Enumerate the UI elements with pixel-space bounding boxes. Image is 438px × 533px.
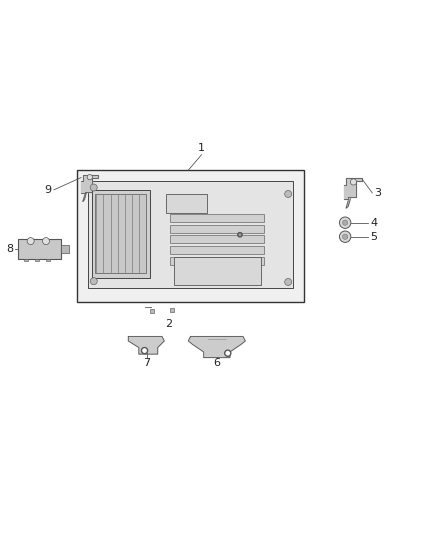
- Circle shape: [339, 217, 351, 229]
- Bar: [174, 257, 261, 285]
- Bar: [170, 214, 264, 222]
- Bar: [24, 259, 28, 261]
- Circle shape: [27, 238, 34, 245]
- Bar: [170, 257, 264, 265]
- Bar: [35, 259, 39, 261]
- Circle shape: [343, 220, 348, 225]
- Polygon shape: [344, 177, 362, 199]
- Circle shape: [238, 232, 242, 237]
- Text: 4: 4: [370, 217, 377, 228]
- Bar: [170, 246, 264, 254]
- Circle shape: [90, 278, 97, 285]
- Text: 9: 9: [45, 185, 52, 195]
- Bar: [170, 235, 264, 244]
- Bar: [61, 245, 69, 253]
- Circle shape: [285, 190, 292, 197]
- Polygon shape: [346, 199, 350, 208]
- Bar: [18, 239, 61, 259]
- Text: 3: 3: [374, 188, 381, 198]
- Polygon shape: [81, 174, 98, 193]
- Bar: [46, 259, 50, 261]
- Text: 7: 7: [143, 359, 150, 368]
- Text: 8: 8: [6, 244, 13, 254]
- Circle shape: [285, 278, 292, 286]
- Bar: [166, 194, 207, 213]
- Bar: [92, 190, 150, 278]
- Circle shape: [350, 179, 357, 185]
- Bar: [95, 194, 146, 273]
- Bar: [77, 170, 304, 302]
- Polygon shape: [83, 193, 86, 201]
- Bar: [88, 181, 293, 288]
- Circle shape: [225, 350, 231, 356]
- Text: 1: 1: [198, 143, 205, 152]
- Circle shape: [42, 238, 49, 245]
- Circle shape: [87, 174, 92, 180]
- Circle shape: [339, 231, 351, 243]
- Circle shape: [343, 234, 348, 239]
- Text: 6: 6: [213, 359, 220, 368]
- Polygon shape: [128, 336, 164, 354]
- Text: 5: 5: [370, 232, 377, 242]
- Text: 2: 2: [165, 319, 172, 329]
- Bar: [170, 224, 264, 232]
- Circle shape: [141, 348, 148, 354]
- Circle shape: [90, 184, 97, 191]
- Polygon shape: [188, 336, 245, 358]
